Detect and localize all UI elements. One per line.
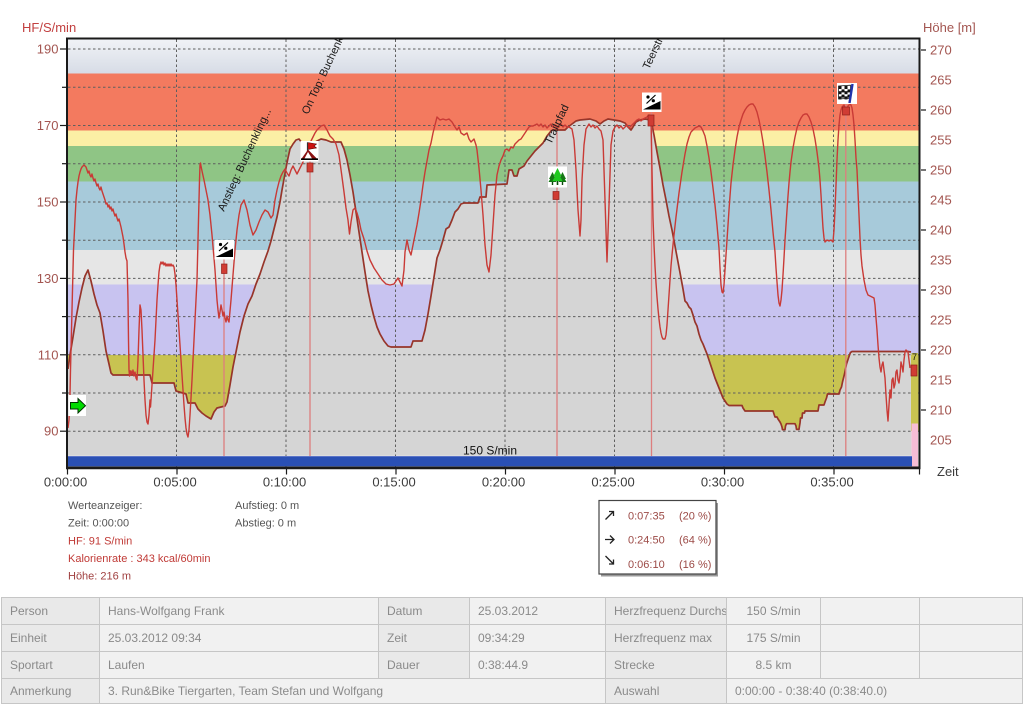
svg-text:0:06:10: 0:06:10	[628, 559, 665, 571]
svg-text:HF: 91 S/min: HF: 91 S/min	[68, 536, 132, 548]
svg-text:Zeit: 0:00:00: Zeit: 0:00:00	[68, 518, 129, 530]
svg-text:235: 235	[930, 253, 952, 268]
svg-text:0:25:00: 0:25:00	[591, 475, 634, 490]
svg-text:130: 130	[37, 271, 59, 286]
svg-text:Werteanzeiger:: Werteanzeiger:	[68, 500, 142, 512]
svg-text:Höhe: 216 m: Höhe: 216 m	[68, 571, 131, 583]
svg-text:250: 250	[930, 163, 952, 178]
svg-text:225: 225	[930, 313, 952, 328]
svg-text:245: 245	[930, 193, 952, 208]
svg-text:260: 260	[930, 103, 952, 118]
svg-text:7: 7	[912, 352, 917, 362]
svg-text:Abstieg: 0 m: Abstieg: 0 m	[235, 518, 296, 530]
svg-text:0:10:00: 0:10:00	[263, 475, 306, 490]
svg-text:220: 220	[930, 343, 952, 358]
svg-text:(20 %): (20 %)	[679, 511, 711, 523]
svg-text:205: 205	[930, 433, 952, 448]
svg-text:0:05:00: 0:05:00	[153, 475, 196, 490]
svg-text:Höhe [m]: Höhe [m]	[923, 20, 976, 35]
svg-text:0:20:00: 0:20:00	[482, 475, 525, 490]
svg-text:0:00:00: 0:00:00	[44, 475, 87, 490]
svg-text:0:35:00: 0:35:00	[810, 475, 853, 490]
svg-text:150 S/min: 150 S/min	[463, 444, 517, 458]
svg-text:170: 170	[37, 118, 59, 133]
svg-text:215: 215	[930, 373, 952, 388]
svg-text:Aufstieg: 0 m: Aufstieg: 0 m	[235, 500, 299, 512]
svg-text:0:07:35: 0:07:35	[628, 511, 665, 523]
svg-text:(64 %): (64 %)	[679, 535, 711, 547]
svg-text:90: 90	[44, 424, 58, 439]
svg-text:270: 270	[930, 43, 952, 58]
svg-text:HF/S/min: HF/S/min	[22, 20, 76, 35]
svg-text:255: 255	[930, 133, 952, 148]
svg-text:150: 150	[37, 195, 59, 210]
svg-text:190: 190	[37, 42, 59, 57]
svg-text:0:30:00: 0:30:00	[701, 475, 744, 490]
svg-text:110: 110	[38, 347, 59, 362]
svg-text:230: 230	[930, 283, 952, 298]
svg-text:265: 265	[930, 73, 952, 88]
svg-text:210: 210	[930, 403, 952, 418]
svg-text:Kalorienrate : 343 kcal/60min: Kalorienrate : 343 kcal/60min	[68, 553, 210, 565]
svg-text:0:24:50: 0:24:50	[628, 535, 665, 547]
svg-text:(16 %): (16 %)	[679, 559, 711, 571]
svg-text:Zeit: Zeit	[937, 464, 959, 479]
svg-text:240: 240	[930, 223, 952, 238]
svg-text:0:15:00: 0:15:00	[372, 475, 415, 490]
